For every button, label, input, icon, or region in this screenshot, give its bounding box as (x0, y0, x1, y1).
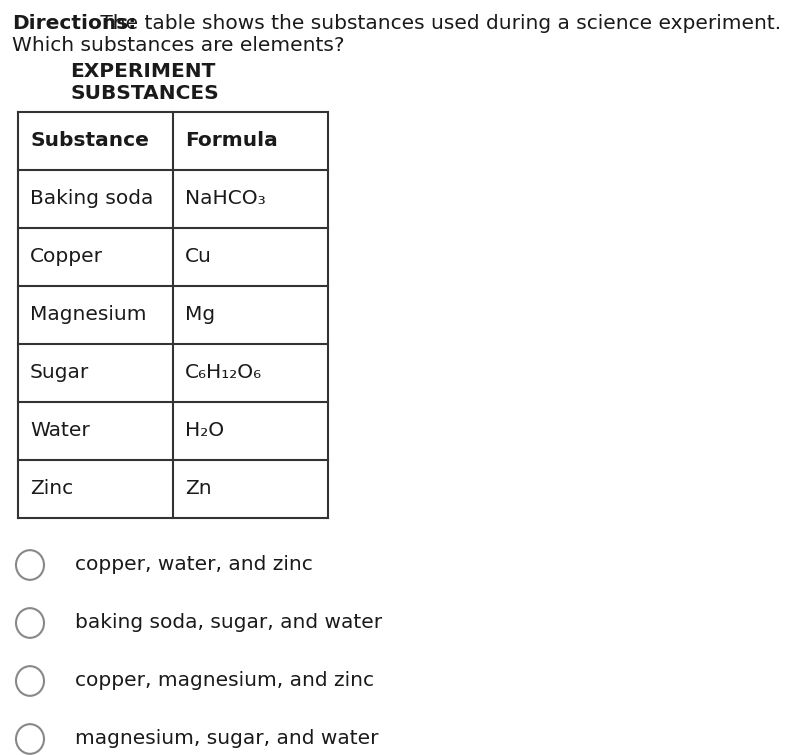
Text: copper, magnesium, and zinc: copper, magnesium, and zinc (75, 671, 374, 691)
Text: Cu: Cu (185, 248, 212, 267)
Text: Zn: Zn (185, 479, 212, 498)
Text: Directions:: Directions: (12, 14, 136, 33)
Text: copper, water, and zinc: copper, water, and zinc (75, 556, 313, 575)
Text: Zinc: Zinc (30, 479, 73, 498)
Text: Which substances are elements?: Which substances are elements? (12, 36, 345, 55)
Text: Mg: Mg (185, 306, 215, 325)
Text: EXPERIMENT: EXPERIMENT (70, 62, 215, 81)
Text: Formula: Formula (185, 131, 278, 150)
Text: baking soda, sugar, and water: baking soda, sugar, and water (75, 614, 382, 633)
Text: Substance: Substance (30, 131, 149, 150)
Text: Copper: Copper (30, 248, 103, 267)
Text: The table shows the substances used during a science experiment.: The table shows the substances used duri… (94, 14, 781, 33)
Text: Magnesium: Magnesium (30, 306, 146, 325)
Text: C₆H₁₂O₆: C₆H₁₂O₆ (185, 363, 262, 383)
Text: H₂O: H₂O (185, 421, 224, 440)
Text: Baking soda: Baking soda (30, 190, 154, 208)
Text: Water: Water (30, 421, 90, 440)
Text: NaHCO₃: NaHCO₃ (185, 190, 266, 208)
Text: Sugar: Sugar (30, 363, 90, 383)
Text: magnesium, sugar, and water: magnesium, sugar, and water (75, 729, 378, 748)
Text: SUBSTANCES: SUBSTANCES (70, 84, 218, 103)
